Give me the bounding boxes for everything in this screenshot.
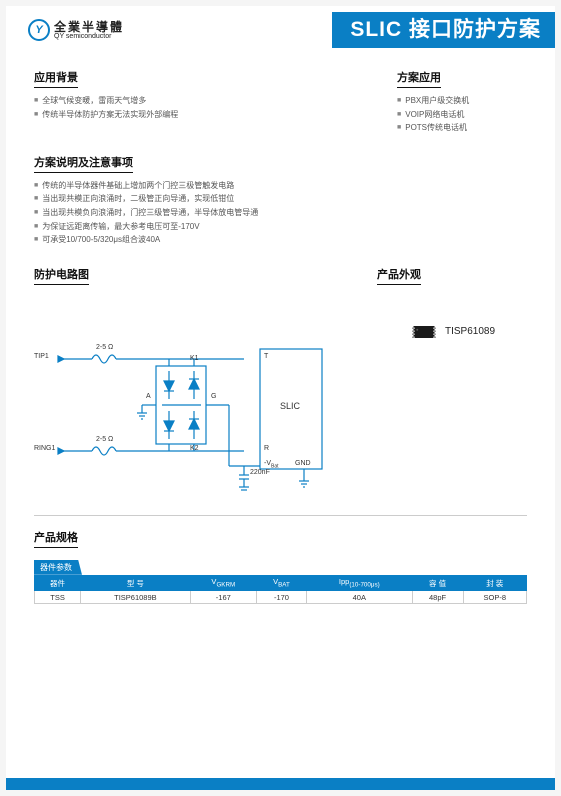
label-r: R <box>264 445 269 452</box>
list-item: 可承受10/700-5/320μs组合波40A <box>34 233 527 247</box>
chip-appearance: TISP61089 <box>377 321 527 343</box>
chip-part-number: TISP61089 <box>445 326 495 337</box>
list-item: 当出现共模正向浪涌时，二极管正向导通，实现低钳位 <box>34 192 527 206</box>
label-cap: 220nF <box>250 469 270 476</box>
th: Ipp(10-700μs) <box>307 575 413 591</box>
list-item: POTS传统电话机 <box>397 121 527 135</box>
td: TSS <box>35 591 81 604</box>
td: TISP61089B <box>81 591 191 604</box>
th: 容 值 <box>412 575 463 591</box>
th: VGKRM <box>190 575 256 591</box>
label-vbat: -VBat <box>264 460 279 469</box>
notes-list: 传统的半导体器件基础上增加两个门控三极管触发电路 当出现共模正向浪涌时，二极管正… <box>34 179 527 247</box>
th: 封 装 <box>463 575 526 591</box>
logo-mark-icon: Y <box>28 19 50 41</box>
list-item: VOIP网络电话机 <box>397 108 527 122</box>
footer-bar <box>6 778 555 790</box>
brand-logo: Y 全業半導體 QY semiconductor <box>28 19 124 41</box>
spec-tab-label: 器件参数 <box>34 560 82 575</box>
table-row: TSS TISP61089B -167 -170 40A 48pF SOP-8 <box>35 591 527 604</box>
table-header-row: 器件 型 号 VGKRM VBAT Ipp(10-700μs) 容 值 封 装 <box>35 575 527 591</box>
td: -170 <box>256 591 306 604</box>
label-t: T <box>264 353 268 360</box>
section-applications: 方案应用 PBX用户级交换机 VOIP网络电话机 POTS传统电话机 <box>397 68 527 135</box>
list-item: 全球气候变暖，雷雨天气增多 <box>34 94 334 108</box>
brand-name-cn: 全業半導體 <box>54 21 124 33</box>
label-k1: K1 <box>190 355 199 362</box>
list-item: 传统半导体防护方案无法实现外部编程 <box>34 108 334 122</box>
chip-icon <box>409 321 439 343</box>
section-circuit: 防护电路图 <box>34 265 354 501</box>
label-res2: 2-5 Ω <box>96 436 113 443</box>
section-background: 应用背景 全球气候变暖，雷雨天气增多 传统半导体防护方案无法实现外部编程 <box>34 68 334 135</box>
section-appearance: 产品外观 TISP61089 <box>377 265 527 501</box>
list-item: 当出现共模负向浪涌时，门控三级管导通，半导体放电管导通 <box>34 206 527 220</box>
label-res1: 2-5 Ω <box>96 344 113 351</box>
circuit-svg-icon <box>34 311 354 501</box>
label-slic: SLIC <box>280 401 300 411</box>
section-title-notes: 方案说明及注意事项 <box>34 154 133 173</box>
label-ring: RING1 <box>34 445 55 452</box>
th: 器件 <box>35 575 81 591</box>
intro-row: 应用背景 全球气候变暖，雷雨天气增多 传统半导体防护方案无法实现外部编程 方案应… <box>34 68 527 153</box>
applications-list: PBX用户级交换机 VOIP网络电话机 POTS传统电话机 <box>397 94 527 135</box>
td: 48pF <box>412 591 463 604</box>
logo-letter: Y <box>35 24 42 36</box>
brand-name-en: QY semiconductor <box>54 33 124 40</box>
content: 应用背景 全球气候变暖，雷雨天气增多 传统半导体防护方案无法实现外部编程 方案应… <box>6 54 555 604</box>
brand-text: 全業半導體 QY semiconductor <box>54 21 124 40</box>
section-specs: 产品规格 器件参数 器件 型 号 VGKRM VBAT Ipp(10-700μs… <box>34 528 527 605</box>
label-k2: K2 <box>190 445 199 452</box>
divider <box>34 515 527 516</box>
spec-table: 器件 型 号 VGKRM VBAT Ipp(10-700μs) 容 值 封 装 … <box>34 575 527 605</box>
background-list: 全球气候变暖，雷雨天气增多 传统半导体防护方案无法实现外部编程 <box>34 94 334 121</box>
section-title-circuit: 防护电路图 <box>34 266 89 285</box>
list-item: 为保证远距离传输，最大参考电压可至-170V <box>34 220 527 234</box>
section-title-specs: 产品规格 <box>34 529 78 548</box>
list-item: PBX用户级交换机 <box>397 94 527 108</box>
td: -167 <box>190 591 256 604</box>
list-item: 传统的半导体器件基础上增加两个门控三极管触发电路 <box>34 179 527 193</box>
section-title-applications: 方案应用 <box>397 69 441 88</box>
td: SOP-8 <box>463 591 526 604</box>
section-title-background: 应用背景 <box>34 69 78 88</box>
th: 型 号 <box>81 575 191 591</box>
section-title-appearance: 产品外观 <box>377 266 421 285</box>
circuit-row: 防护电路图 <box>34 265 527 501</box>
label-gnd: GND <box>295 460 311 467</box>
section-notes: 方案说明及注意事项 传统的半导体器件基础上增加两个门控三极管触发电路 当出现共模… <box>34 153 527 247</box>
circuit-diagram: TIP1 RING1 2-5 Ω 2-5 Ω K1 K2 A G SLIC T … <box>34 311 354 501</box>
label-g: G <box>211 393 216 400</box>
td: 40A <box>307 591 413 604</box>
th: VBAT <box>256 575 306 591</box>
page-title-banner: SLIC 接口防护方案 <box>332 12 555 48</box>
label-tip: TIP1 <box>34 353 49 360</box>
page: Y 全業半導體 QY semiconductor SLIC 接口防护方案 应用背… <box>6 6 555 790</box>
header: Y 全業半導體 QY semiconductor SLIC 接口防护方案 <box>6 6 555 54</box>
label-a: A <box>146 393 151 400</box>
